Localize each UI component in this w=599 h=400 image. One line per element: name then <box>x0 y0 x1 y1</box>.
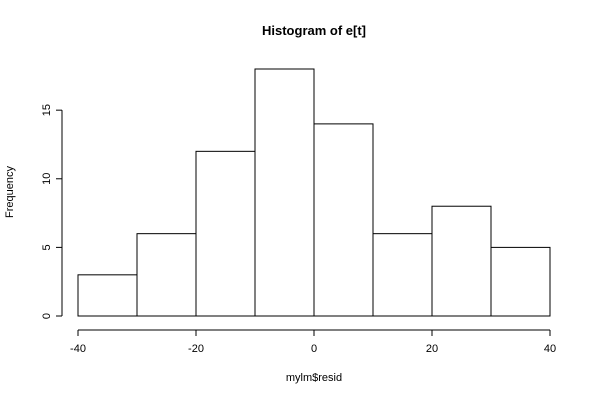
bar <box>77 274 138 317</box>
x-tick-label: -40 <box>70 343 86 355</box>
chart-title: Histogram of e[t] <box>262 23 366 38</box>
x-tick-label: 0 <box>311 343 317 355</box>
y-tick-label: 5 <box>41 244 53 250</box>
y-tick-label: 0 <box>41 313 53 319</box>
bar <box>490 246 551 317</box>
x-axis-label: mylm$resid <box>286 372 342 384</box>
y-tick-label: 10 <box>41 173 53 185</box>
bar <box>431 205 492 317</box>
bar <box>195 150 256 317</box>
x-tick-label: -20 <box>188 343 204 355</box>
x-tick-label: 40 <box>544 343 556 355</box>
bar <box>136 233 197 317</box>
bar <box>313 123 374 317</box>
y-axis-label: Frequency <box>4 166 16 218</box>
x-tick-label: 20 <box>426 343 438 355</box>
bar <box>254 68 315 317</box>
y-tick-label: 15 <box>41 104 53 116</box>
bar <box>372 233 433 317</box>
